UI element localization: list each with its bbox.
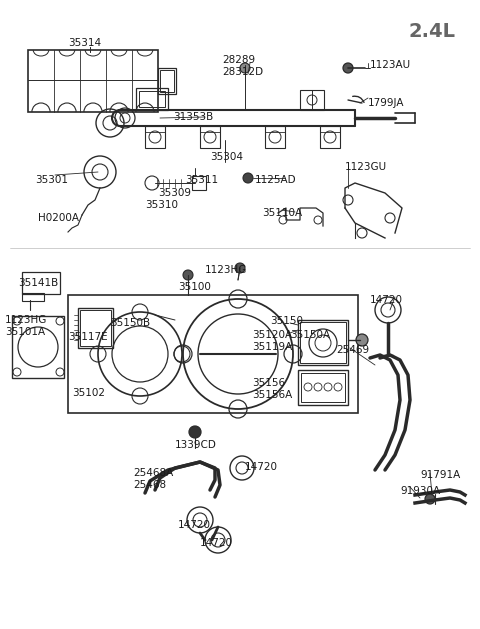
Text: 91930A: 91930A: [400, 486, 440, 496]
Circle shape: [183, 270, 193, 280]
Text: 14720: 14720: [200, 538, 233, 548]
Circle shape: [343, 63, 353, 73]
Circle shape: [189, 426, 201, 438]
Text: 14720: 14720: [178, 520, 211, 530]
Text: 35301: 35301: [35, 175, 68, 185]
Bar: [200, 126, 220, 148]
Text: 14720: 14720: [370, 295, 403, 305]
Bar: [22, 293, 44, 301]
Text: 35304: 35304: [210, 152, 243, 162]
Text: 14720: 14720: [245, 462, 278, 472]
Circle shape: [243, 173, 253, 183]
Text: 35101A: 35101A: [5, 327, 45, 337]
Circle shape: [425, 494, 435, 504]
Bar: [78, 308, 113, 348]
Text: 35102: 35102: [72, 388, 105, 398]
Bar: [301, 373, 345, 402]
Bar: [145, 126, 165, 148]
Text: H0200A: H0200A: [38, 213, 79, 223]
Text: 35141B: 35141B: [18, 278, 58, 288]
Text: 1339CD: 1339CD: [175, 440, 217, 450]
Bar: [320, 126, 340, 148]
Bar: [136, 88, 168, 110]
Text: 2.4L: 2.4L: [408, 22, 455, 41]
Bar: [298, 370, 348, 405]
Text: 1123HG: 1123HG: [205, 265, 247, 275]
Text: 28289: 28289: [222, 55, 255, 65]
Circle shape: [240, 63, 250, 73]
Text: 35120A: 35120A: [252, 330, 292, 340]
Bar: [12, 316, 64, 378]
Text: 35110A: 35110A: [262, 208, 302, 218]
Text: 25469: 25469: [336, 345, 369, 355]
Text: 35150B: 35150B: [110, 318, 150, 328]
Bar: [160, 70, 174, 92]
Bar: [300, 90, 324, 110]
Bar: [298, 320, 348, 365]
Text: 35310: 35310: [145, 200, 178, 210]
Bar: [265, 126, 285, 148]
Bar: [68, 295, 358, 413]
Text: 35117E: 35117E: [68, 332, 108, 342]
Text: 35100: 35100: [178, 282, 211, 292]
Circle shape: [235, 263, 245, 273]
Text: 35156A: 35156A: [252, 390, 292, 400]
Bar: [80, 310, 111, 346]
Text: 35156: 35156: [252, 378, 285, 388]
Text: 35119A: 35119A: [252, 342, 292, 352]
Text: 1123AU: 1123AU: [370, 60, 411, 70]
Text: 35150A: 35150A: [290, 330, 330, 340]
Text: 1123HG: 1123HG: [5, 315, 48, 325]
Bar: [192, 176, 206, 190]
Bar: [300, 322, 346, 363]
Bar: [158, 68, 176, 94]
Text: 31353B: 31353B: [173, 112, 213, 122]
Bar: [28, 50, 158, 112]
Circle shape: [356, 334, 368, 346]
Text: 35311: 35311: [185, 175, 218, 185]
Text: 28312D: 28312D: [222, 67, 263, 77]
Text: 25468A: 25468A: [133, 468, 173, 478]
Bar: [22, 272, 60, 294]
Text: 35314: 35314: [68, 38, 101, 48]
Bar: [139, 91, 165, 107]
Text: 1123GU: 1123GU: [345, 162, 387, 172]
Text: 35309: 35309: [158, 188, 191, 198]
Text: 1125AD: 1125AD: [255, 175, 297, 185]
Text: 1799JA: 1799JA: [368, 98, 405, 108]
Text: 91791A: 91791A: [420, 470, 460, 480]
Text: 35150: 35150: [270, 316, 303, 326]
Text: 25468: 25468: [133, 480, 166, 490]
